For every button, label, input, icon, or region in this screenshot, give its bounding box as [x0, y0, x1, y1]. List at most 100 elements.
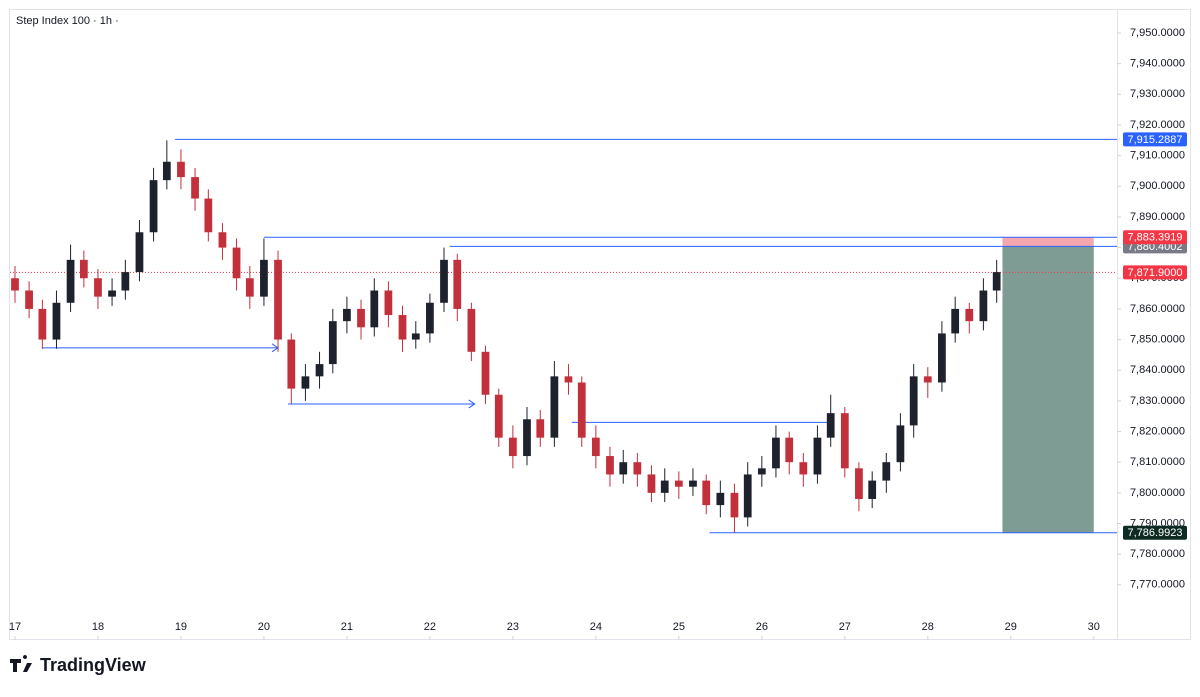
candle-body [896, 425, 905, 463]
candle-body [162, 161, 171, 181]
price-badge [1123, 265, 1187, 280]
candle-body [564, 376, 573, 383]
candle-body [343, 308, 351, 322]
candle-body [135, 232, 144, 273]
candle-body [785, 437, 794, 463]
candle-body [647, 474, 656, 493]
price-badge [1123, 525, 1187, 540]
candle-body [633, 462, 642, 475]
candle-body [979, 290, 988, 322]
y-tick-label: 7,860.0000 [1130, 303, 1185, 315]
candle-body [66, 259, 75, 303]
candle-body [440, 259, 448, 303]
candle-body [494, 394, 503, 438]
y-tick-label: 7,950.0000 [1130, 27, 1185, 39]
price-badge [1123, 230, 1187, 245]
x-tick-label: 30 [1088, 621, 1100, 633]
candle-body [702, 480, 711, 506]
x-tick-label: 18 [92, 621, 104, 633]
candle-body [357, 308, 365, 328]
candle-body [370, 290, 379, 328]
candle-body [177, 161, 185, 178]
brand-logo [10, 655, 32, 672]
y-tick-label: 7,890.0000 [1130, 211, 1185, 223]
candle-body [619, 462, 628, 475]
candle-body [951, 308, 960, 334]
candle-body [301, 376, 310, 389]
y-tick-label: 7,830.0000 [1130, 395, 1185, 407]
y-tick-label: 7,840.0000 [1130, 364, 1185, 376]
candle-body [25, 290, 33, 309]
x-tick-label: 27 [839, 621, 851, 633]
candle-body [660, 480, 669, 493]
candle-body [245, 278, 254, 297]
candle-body [328, 321, 337, 365]
price-badge-label: 7,786.9923 [1127, 527, 1182, 539]
candle-body [743, 474, 752, 518]
candle-body [757, 468, 766, 475]
candle-body [813, 437, 822, 475]
candle-body [523, 419, 531, 457]
candle-body [606, 456, 614, 475]
price-badge [1123, 132, 1187, 147]
candle-body [79, 259, 88, 279]
y-tick-label: 7,850.0000 [1130, 333, 1185, 345]
candle-body [287, 339, 296, 389]
price-badge-label: 7,883.3919 [1127, 232, 1182, 244]
position-target-zone [1002, 246, 1094, 533]
candle-body [191, 177, 199, 199]
frame [9, 9, 1191, 640]
candle-body [730, 492, 739, 518]
x-tick-label: 28 [922, 621, 934, 633]
candle-body [149, 180, 158, 233]
y-tick-label: 7,900.0000 [1130, 180, 1185, 192]
y-tick-label: 7,920.0000 [1130, 119, 1185, 131]
candle-body [909, 376, 918, 426]
y-tick-label: 7,770.0000 [1130, 579, 1185, 591]
candle-body [121, 272, 130, 291]
candle-body [992, 272, 1001, 291]
y-tick-label: 7,930.0000 [1130, 88, 1185, 100]
candle-body [38, 308, 47, 340]
candle-body [826, 413, 835, 438]
x-tick-label: 17 [9, 621, 21, 633]
x-tick-label: 22 [424, 621, 436, 633]
candle-body [674, 480, 683, 487]
x-tick-label: 24 [590, 621, 602, 633]
candle-body [799, 462, 808, 475]
price-badge-label: 7,871.9000 [1127, 267, 1182, 279]
candle-body [716, 492, 725, 506]
candle-body [315, 364, 324, 377]
candle-body [11, 278, 19, 291]
candle-body [232, 247, 241, 279]
candle-body [94, 278, 102, 297]
candle-body [923, 376, 932, 383]
candle-body [855, 468, 863, 499]
candle-body [536, 419, 545, 438]
x-tick-label: 20 [258, 621, 270, 633]
y-tick-label: 7,780.0000 [1130, 548, 1185, 560]
y-tick-label: 7,820.0000 [1130, 425, 1185, 437]
candle-body [550, 376, 559, 438]
candle-body [882, 462, 891, 481]
candle-body [481, 351, 490, 395]
position-stop-zone [1002, 237, 1094, 247]
y-tick-label: 7,810.0000 [1130, 456, 1185, 468]
candle-body [467, 308, 476, 352]
arrow-head [468, 399, 476, 409]
y-tick-label: 7,910.0000 [1130, 150, 1185, 162]
candle-body [840, 413, 849, 469]
candle-body [274, 259, 282, 340]
candle-body [689, 480, 697, 487]
candle-body [772, 437, 780, 469]
candle-body [204, 198, 213, 233]
candle-body [509, 437, 517, 457]
candle-body [108, 290, 116, 297]
x-tick-label: 29 [1005, 621, 1017, 633]
x-tick-label: 21 [341, 621, 353, 633]
price-badge-label: 7,915.2887 [1127, 134, 1182, 146]
candle-body [398, 315, 407, 340]
candle-body [411, 333, 420, 340]
chart-title: Step Index 100 · 1h · [16, 15, 119, 27]
